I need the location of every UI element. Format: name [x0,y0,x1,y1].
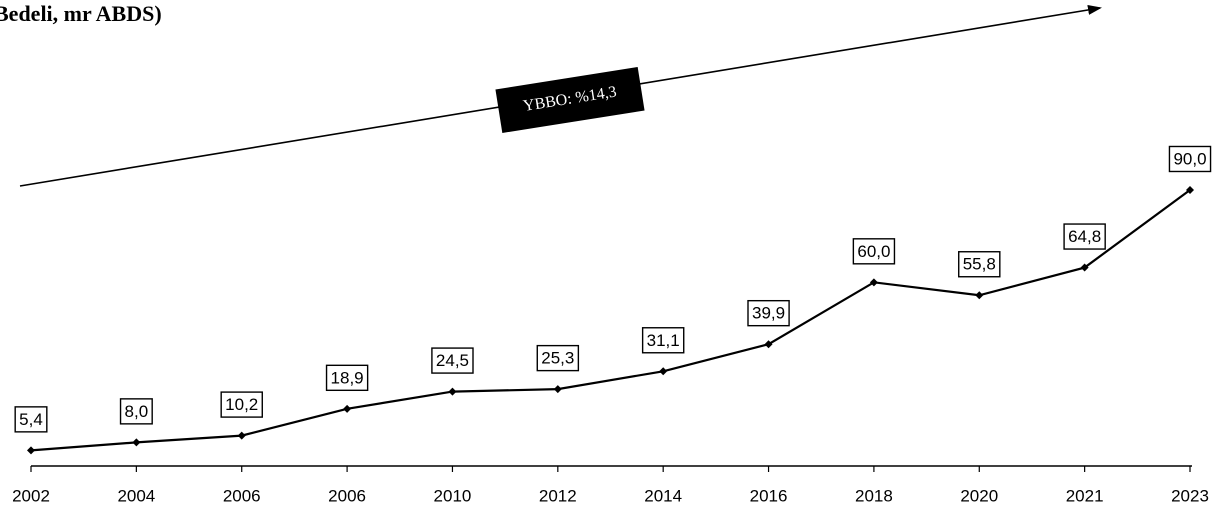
label-box [431,347,474,374]
x-tick-label: 2021 [1066,486,1104,505]
point [869,278,878,287]
point [448,387,457,396]
x-tick-label: 2006 [223,486,261,505]
data-label: 10,2 [225,395,258,414]
x-tick-label: 2012 [539,486,577,505]
label-box [1168,145,1212,173]
x-tick-label: 2010 [434,486,472,505]
data-label: 90,0 [1173,149,1206,168]
label-box [220,391,263,418]
cagr-badge: YBBO: %14,3 [495,67,645,133]
point [237,431,246,440]
point [764,340,773,349]
label-box [1063,223,1106,250]
label-box [641,327,685,354]
data-label: 55,8 [963,255,996,274]
point [975,291,984,300]
x-tick-label: 2004 [117,486,155,505]
label-box [14,406,48,433]
data-label: 5,4 [19,410,43,429]
label-box [325,364,369,392]
point [343,404,352,413]
chart-title: Bedeli, mr ABDS) [0,1,162,26]
x-tick-label: 2006 [328,486,366,505]
data-label: 24,5 [436,351,469,370]
point [27,446,35,455]
point [132,438,141,447]
x-tick-label: 2018 [855,486,893,505]
label-box [119,398,153,425]
x-tick-label: 2020 [960,486,998,505]
data-label: 39,9 [752,304,785,323]
data-label: 8,0 [125,402,149,421]
x-tick-label: 2023 [1171,486,1209,505]
x-tick-label: 2016 [750,486,788,505]
data-label: 18,9 [331,368,364,387]
point [1186,186,1194,194]
point [1080,263,1089,272]
x-tick-label: 2002 [12,486,50,505]
series-line [30,189,1191,452]
label-box [536,344,580,372]
x-tick-label: 2014 [644,486,682,505]
point [659,367,668,376]
label-box [958,251,1001,278]
data-label: 25,3 [541,349,574,368]
point [553,385,562,394]
data-label: 60,0 [857,242,890,261]
label-box [747,299,790,327]
data-label: 64,8 [1068,227,1101,246]
badge-box [495,67,645,133]
data-label: 31,1 [647,331,680,350]
label-box [852,238,896,265]
